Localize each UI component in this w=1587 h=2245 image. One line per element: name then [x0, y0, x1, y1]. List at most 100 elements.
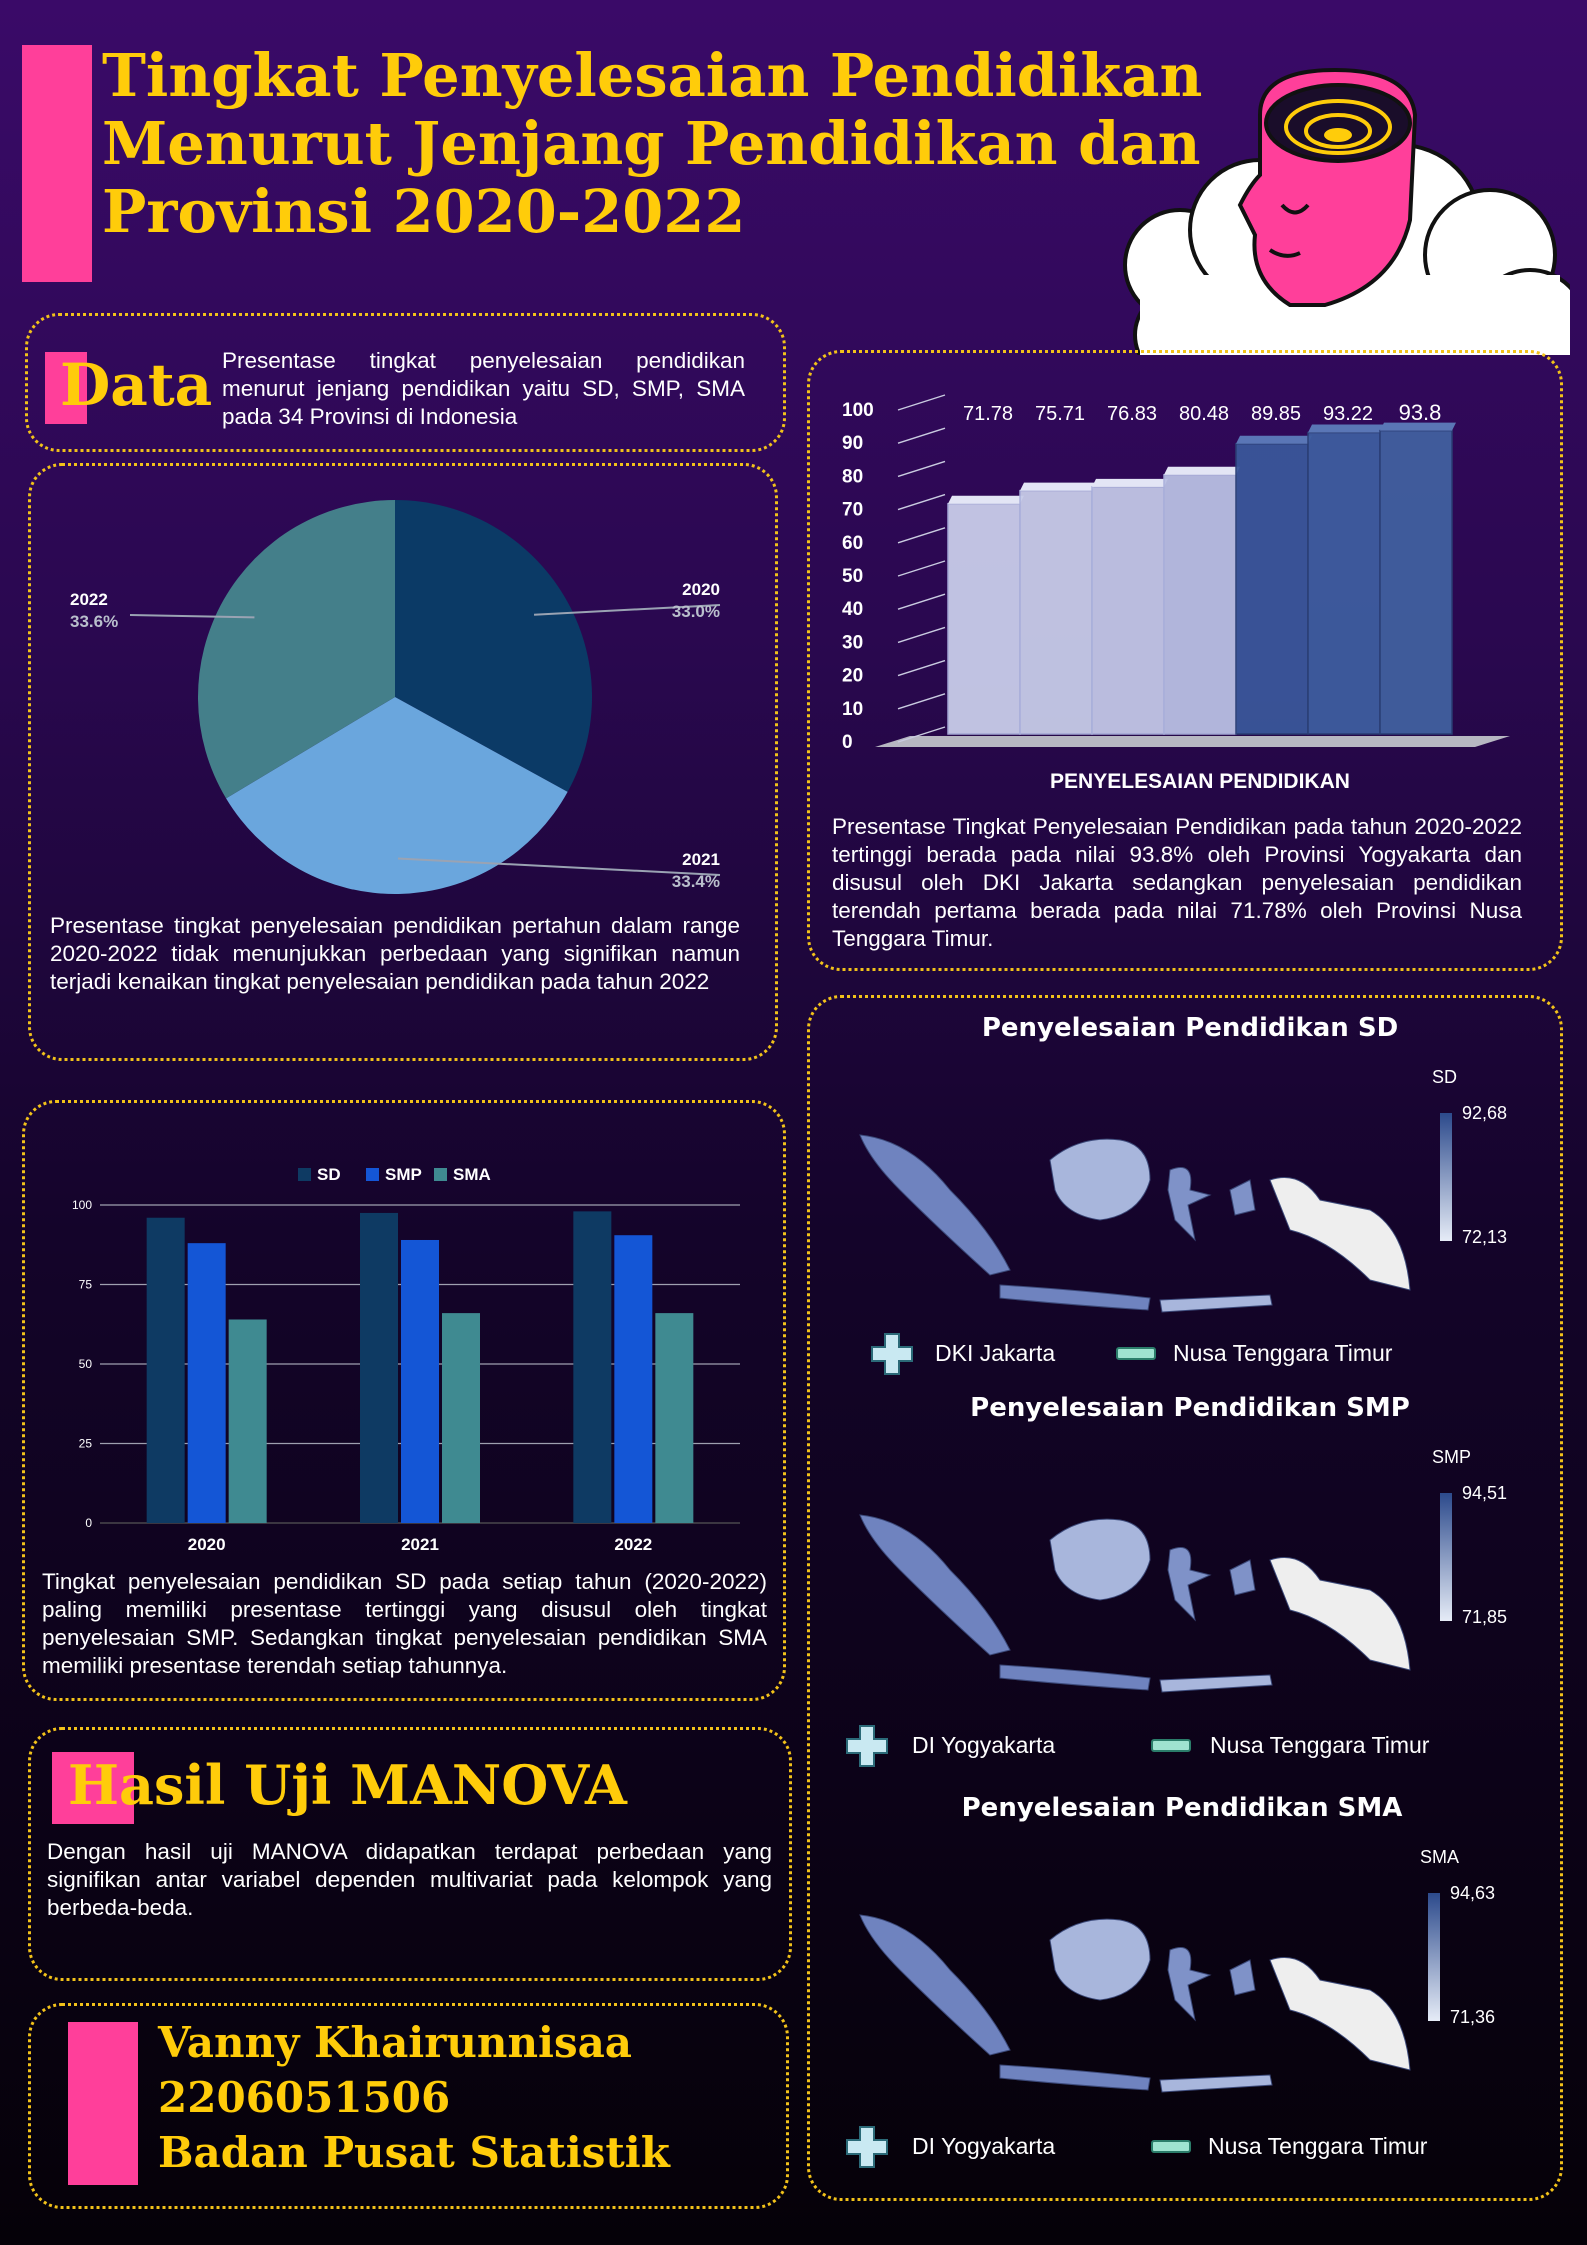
bar3d-value-label: 93.22 — [1323, 403, 1373, 425]
bar3d-value-label: 93.8 — [1399, 400, 1442, 425]
data-box — [25, 313, 786, 452]
bar3d-bar-top — [1092, 478, 1168, 487]
bar3d-bar-top — [1236, 435, 1312, 444]
grouped-bar-SMP-2022 — [614, 1235, 653, 1523]
grouped-bar-SD-2022 — [573, 1211, 612, 1523]
map-scale-name: SD — [1432, 1067, 1458, 1087]
bar3d-gridline — [897, 560, 946, 577]
bar3d-gridline — [897, 626, 946, 644]
bar3d-ytick: 10 — [842, 699, 863, 720]
dash-icon — [1151, 1739, 1191, 1752]
indonesia-map — [859, 1134, 1411, 1313]
map-lowest-label: Nusa Tenggara Timur — [1173, 1340, 1393, 1366]
island-java — [999, 2064, 1151, 2091]
bar3d-gridline — [897, 427, 946, 444]
legend-swatch-SMP — [366, 1168, 379, 1181]
pie-slice-2022 — [198, 500, 395, 799]
grouped-ytick: 75 — [79, 1278, 93, 1292]
bar3d-value-label: 80.48 — [1179, 403, 1229, 425]
bar3d-bar — [1163, 474, 1237, 735]
island-nusa-tenggara — [1159, 1674, 1273, 1693]
author-id: 2206051506 — [158, 2073, 451, 2122]
map-highest-label: DI Yogyakarta — [912, 1732, 1056, 1758]
grouped-bar-SMA-2021 — [442, 1313, 480, 1523]
bar3d-value-label: 89.85 — [1251, 403, 1301, 425]
map-lowest-label: Nusa Tenggara Timur — [1210, 1732, 1430, 1758]
map-highest-label: DKI Jakarta — [935, 1340, 1056, 1366]
island-maluku — [1229, 1179, 1256, 1216]
cross-icon — [871, 1333, 913, 1375]
pie-label-2021: 2021 — [682, 850, 720, 869]
bar3d-bar — [1307, 431, 1381, 735]
island-sulawesi — [1167, 1547, 1212, 1622]
bar3d-bar-top — [1020, 482, 1096, 491]
grouped-ytick: 0 — [85, 1516, 92, 1530]
credits-accent-bar — [68, 2022, 138, 2185]
island-kalimantan — [1049, 1918, 1151, 2001]
bar3d-ytick: 20 — [842, 666, 863, 687]
bar3d-gridline — [897, 394, 946, 411]
indonesia-map — [859, 1914, 1411, 2093]
map-title: Penyelesaian Pendidikan SMP — [970, 1393, 1410, 1423]
pie-label-2020: 2020 — [682, 580, 720, 599]
bar3d-bar-top — [1164, 466, 1240, 475]
author-organization: Badan Pusat Statistik — [158, 2128, 670, 2177]
island-kalimantan — [1049, 1138, 1151, 1221]
bar3d-bar — [1379, 429, 1453, 735]
grouped-bar-SMA-2020 — [228, 1319, 267, 1523]
pie-slice-2020 — [395, 500, 593, 792]
bar3d-gridline — [897, 460, 946, 478]
bar3d-chart: 0 10 20 30 40 50 60 70 80 90 100 71.78 75.71 76.83 80.… — [842, 394, 1510, 793]
bar3d-ytick: 0 — [842, 732, 853, 753]
grouped-bar-SMA-2022 — [655, 1313, 694, 1523]
data-heading: Data — [60, 351, 213, 419]
island-papua — [1269, 1177, 1411, 1291]
dash-icon — [1116, 1347, 1156, 1360]
bar3d-ytick: 90 — [842, 433, 863, 454]
cross-icon — [846, 1725, 888, 1767]
bar3d-bar — [1235, 442, 1309, 735]
legend-swatch-SD — [298, 1168, 311, 1181]
grouped-ytick: 100 — [72, 1198, 92, 1212]
pie-slice-2021 — [226, 697, 568, 895]
credits-box — [28, 2003, 789, 2209]
map-scale-max: 94,51 — [1462, 1483, 1508, 1503]
legend-swatch-SMA — [434, 1168, 447, 1181]
grouped-ytick: 50 — [79, 1357, 93, 1371]
bar3d-bar — [947, 502, 1021, 735]
bar3d-bar-top — [1380, 422, 1456, 431]
bar3d-value-label: 75.71 — [1035, 403, 1085, 425]
bar3d-value-label: 71.78 — [963, 403, 1013, 425]
map-scale-min: 71,85 — [1462, 1607, 1508, 1627]
island-java — [999, 1284, 1151, 1311]
map-title: Penyelesaian Pendidikan SD — [981, 1013, 1399, 1043]
island-java — [999, 1664, 1151, 1691]
grouped-bar-SD-2021 — [360, 1212, 398, 1523]
island-sumatra — [859, 1134, 1011, 1276]
bar3d-ytick: 40 — [842, 599, 863, 620]
bar3d-gridline — [897, 659, 946, 677]
bar3d-gridline — [897, 726, 946, 743]
island-maluku — [1229, 1559, 1256, 1596]
bar3d-bar — [1019, 489, 1093, 735]
bar3d-bar — [1091, 486, 1165, 735]
map-color-scale — [1440, 1113, 1452, 1241]
grouped-xtick: 2020 — [188, 1535, 226, 1554]
title-line-1: Tingkat Penyelesaian Pendidikan — [102, 41, 1203, 110]
manova-description: Dengan hasil uji MANOVA didapatkan terda… — [47, 1839, 772, 1920]
grouped-description: Tingkat penyelesaian pendidikan SD pada … — [42, 1569, 767, 1678]
bar3d-ytick: 100 — [842, 400, 874, 421]
pie-leader-line — [533, 604, 721, 616]
island-nusa-tenggara — [1159, 1294, 1273, 1313]
title-line-2: Menurut Jenjang Pendidikan dan — [102, 109, 1201, 178]
bar3d-ytick: 30 — [842, 632, 863, 653]
title-accent-bar — [22, 45, 92, 282]
island-kalimantan — [1049, 1518, 1151, 1601]
pie-leader-line — [129, 614, 255, 619]
grouped-xtick: 2021 — [401, 1535, 439, 1554]
bar3d-value-label: 76.83 — [1107, 403, 1157, 425]
island-papua — [1269, 1557, 1411, 1671]
data-description: Presentase tingkat penyelesaian pendidik… — [222, 348, 745, 429]
grouped-bar-chart: 0 25 50 75 100 SD SMP SMA 2020 2021 2022 — [72, 1165, 740, 1554]
map-lowest-label: Nusa Tenggara Timur — [1208, 2133, 1428, 2159]
